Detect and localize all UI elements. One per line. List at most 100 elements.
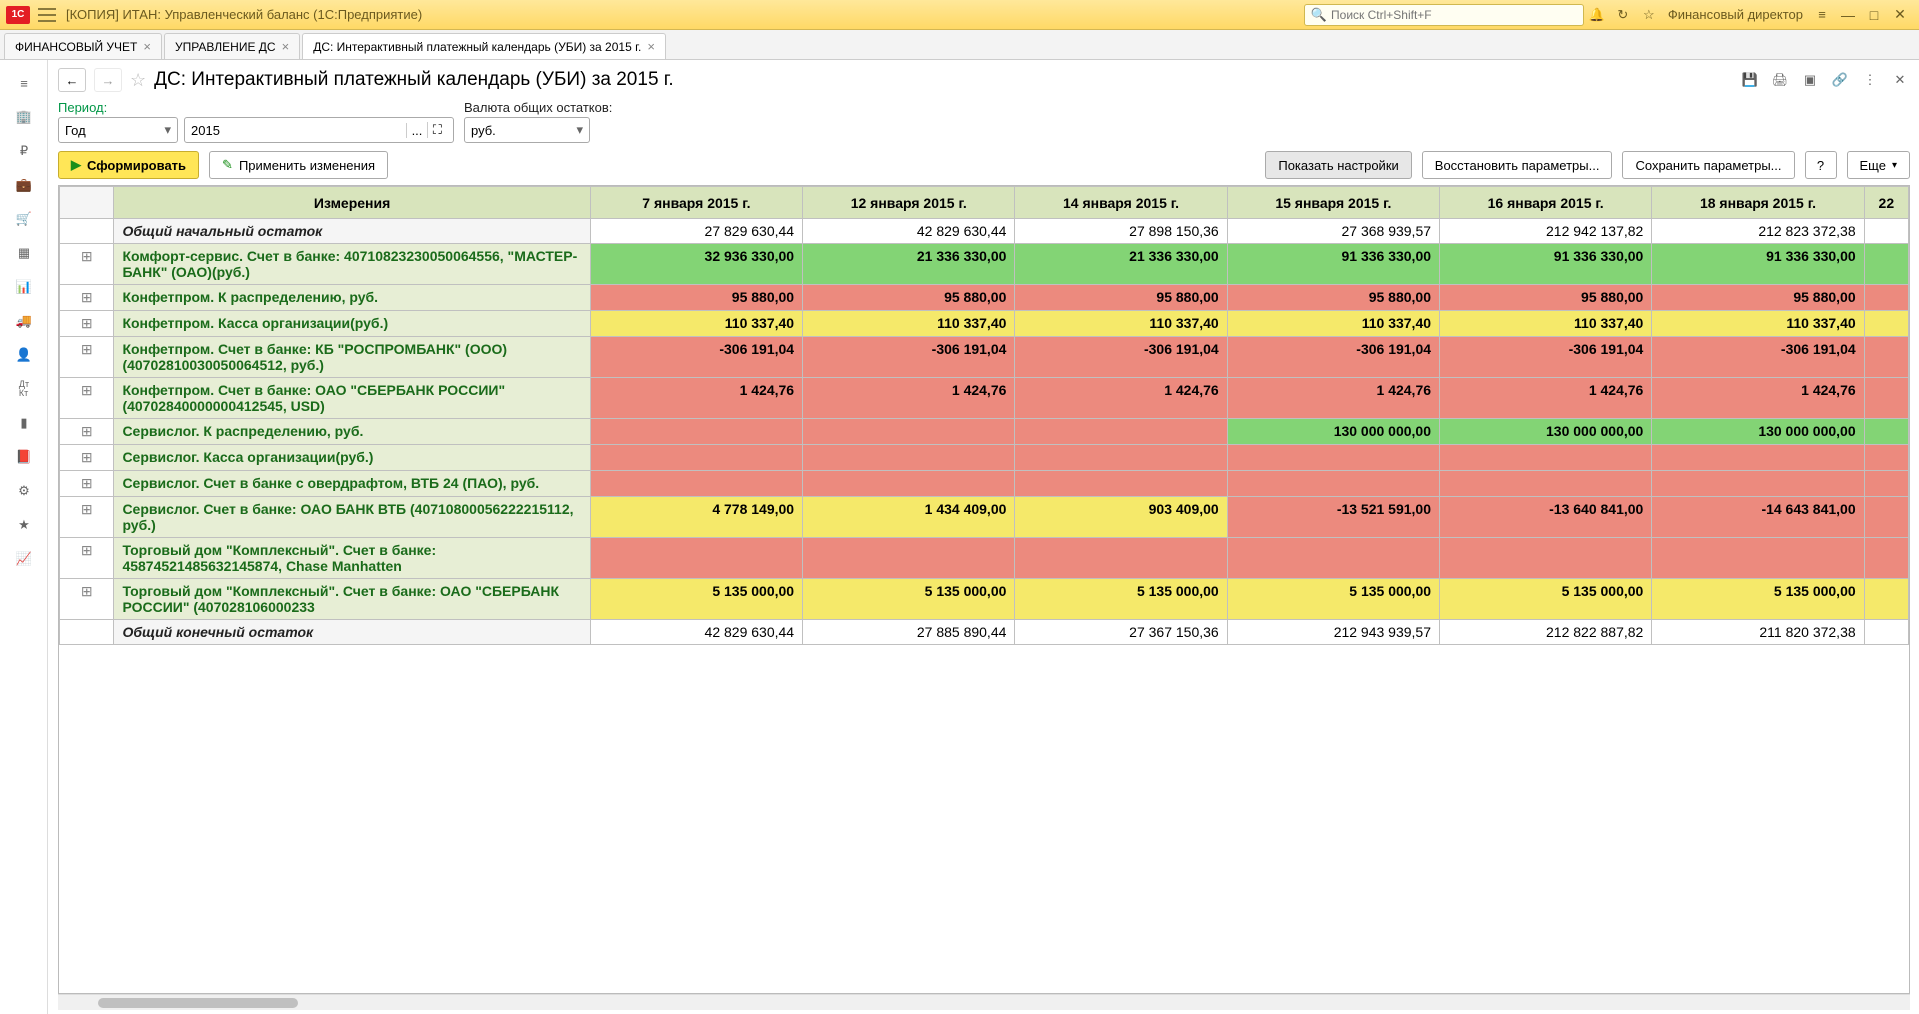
- search-input[interactable]: [1331, 8, 1577, 22]
- value-cell[interactable]: 27 885 890,44: [803, 620, 1015, 645]
- sidebar-truck-icon[interactable]: 🚚: [0, 304, 48, 338]
- maximize-button[interactable]: □: [1861, 7, 1887, 23]
- value-cell[interactable]: [803, 419, 1015, 445]
- value-cell[interactable]: 1 424,76: [803, 378, 1015, 419]
- sidebar-chart-icon[interactable]: 📊: [0, 270, 48, 304]
- value-cell[interactable]: 110 337,40: [1227, 311, 1439, 337]
- sidebar-graph-icon[interactable]: 📈: [0, 542, 48, 576]
- value-cell[interactable]: 21 336 330,00: [803, 244, 1015, 285]
- history-icon[interactable]: ↻: [1610, 2, 1636, 28]
- value-cell[interactable]: -306 191,04: [1652, 337, 1864, 378]
- value-cell[interactable]: 95 880,00: [803, 285, 1015, 311]
- value-cell[interactable]: [1227, 445, 1439, 471]
- value-cell[interactable]: [590, 538, 802, 579]
- value-cell[interactable]: [1015, 445, 1227, 471]
- value-cell[interactable]: 212 823 372,38: [1652, 219, 1864, 244]
- value-cell[interactable]: [1440, 538, 1652, 579]
- period-expand-button[interactable]: ⛶: [427, 122, 447, 138]
- period-picker-button[interactable]: ...: [406, 123, 426, 138]
- expand-cell[interactable]: ⊞: [60, 244, 114, 285]
- value-cell[interactable]: [1227, 538, 1439, 579]
- sidebar-dtkt-icon[interactable]: ДтКт: [0, 372, 48, 406]
- sidebar-cart-icon[interactable]: 🛒: [0, 202, 48, 236]
- value-cell[interactable]: [803, 538, 1015, 579]
- value-cell[interactable]: -13 521 591,00: [1227, 497, 1439, 538]
- sidebar-menu-icon[interactable]: ≡: [0, 66, 48, 100]
- show-settings-button[interactable]: Показать настройки: [1265, 151, 1411, 179]
- nav-forward-button[interactable]: →: [94, 68, 122, 92]
- save-icon[interactable]: 💾: [1740, 70, 1760, 90]
- sidebar-org-icon[interactable]: 🏢: [0, 100, 48, 134]
- kebab-icon[interactable]: ⋮: [1860, 70, 1880, 90]
- hamburger-icon[interactable]: [38, 8, 56, 22]
- tab[interactable]: ДС: Интерактивный платежный календарь (У…: [302, 33, 666, 59]
- value-cell[interactable]: [590, 445, 802, 471]
- tab[interactable]: УПРАВЛЕНИЕ ДС×: [164, 33, 300, 59]
- value-cell[interactable]: 21 336 330,00: [1015, 244, 1227, 285]
- value-cell[interactable]: 903 409,00: [1015, 497, 1227, 538]
- minimize-button[interactable]: —: [1835, 7, 1861, 23]
- value-cell[interactable]: [1015, 419, 1227, 445]
- value-cell[interactable]: 91 336 330,00: [1652, 244, 1864, 285]
- value-cell[interactable]: [803, 471, 1015, 497]
- value-cell[interactable]: 27 898 150,36: [1015, 219, 1227, 244]
- apply-changes-button[interactable]: ✎ Применить изменения: [209, 151, 388, 179]
- close-window-button[interactable]: ✕: [1887, 6, 1913, 23]
- sidebar-person-icon[interactable]: 👤: [0, 338, 48, 372]
- tab-close-icon[interactable]: ×: [282, 39, 290, 54]
- value-cell[interactable]: 95 880,00: [590, 285, 802, 311]
- value-cell[interactable]: 110 337,40: [1440, 311, 1652, 337]
- value-cell[interactable]: 95 880,00: [1015, 285, 1227, 311]
- global-search[interactable]: 🔍: [1304, 4, 1584, 26]
- value-cell[interactable]: 95 880,00: [1227, 285, 1439, 311]
- sidebar-book-icon[interactable]: 📕: [0, 440, 48, 474]
- value-cell[interactable]: -306 191,04: [1227, 337, 1439, 378]
- value-cell[interactable]: 110 337,40: [1015, 311, 1227, 337]
- value-cell[interactable]: 110 337,40: [590, 311, 802, 337]
- value-cell[interactable]: 32 936 330,00: [590, 244, 802, 285]
- value-cell[interactable]: [1227, 471, 1439, 497]
- expand-cell[interactable]: ⊞: [60, 445, 114, 471]
- value-cell[interactable]: 27 368 939,57: [1227, 219, 1439, 244]
- value-cell[interactable]: [590, 471, 802, 497]
- value-cell[interactable]: 95 880,00: [1652, 285, 1864, 311]
- value-cell[interactable]: 5 135 000,00: [590, 579, 802, 620]
- expand-cell[interactable]: ⊞: [60, 579, 114, 620]
- period-value-input[interactable]: ... ⛶: [184, 117, 454, 143]
- star-icon[interactable]: ☆: [1636, 2, 1662, 28]
- value-cell[interactable]: 212 943 939,57: [1227, 620, 1439, 645]
- period-type-select[interactable]: Год ▾: [58, 117, 178, 143]
- expand-cell[interactable]: ⊞: [60, 419, 114, 445]
- expand-cell[interactable]: ⊞: [60, 311, 114, 337]
- value-cell[interactable]: 212 822 887,82: [1440, 620, 1652, 645]
- print-icon[interactable]: 🖨: [1770, 70, 1790, 90]
- value-cell[interactable]: 1 424,76: [1440, 378, 1652, 419]
- sidebar-bars-icon[interactable]: ▮: [0, 406, 48, 440]
- sidebar-gear-icon[interactable]: ⚙: [0, 474, 48, 508]
- value-cell[interactable]: 110 337,40: [803, 311, 1015, 337]
- user-label[interactable]: Финансовый директор: [1662, 7, 1809, 22]
- tab-close-icon[interactable]: ×: [647, 39, 655, 54]
- value-cell[interactable]: -13 640 841,00: [1440, 497, 1652, 538]
- value-cell[interactable]: 42 829 630,44: [590, 620, 802, 645]
- value-cell[interactable]: 5 135 000,00: [1652, 579, 1864, 620]
- value-cell[interactable]: [1652, 538, 1864, 579]
- value-cell[interactable]: 110 337,40: [1652, 311, 1864, 337]
- expand-cell[interactable]: ⊞: [60, 337, 114, 378]
- sidebar-briefcase-icon[interactable]: 💼: [0, 168, 48, 202]
- form-button[interactable]: ▶ Сформировать: [58, 151, 199, 179]
- tab-close-icon[interactable]: ×: [143, 39, 151, 54]
- sidebar-grid-icon[interactable]: ▦: [0, 236, 48, 270]
- export-icon[interactable]: ▣: [1800, 70, 1820, 90]
- value-cell[interactable]: 27 367 150,36: [1015, 620, 1227, 645]
- close-page-button[interactable]: ✕: [1890, 70, 1910, 90]
- value-cell[interactable]: 91 336 330,00: [1440, 244, 1652, 285]
- currency-select[interactable]: руб. ▾: [464, 117, 590, 143]
- value-cell[interactable]: 1 434 409,00: [803, 497, 1015, 538]
- value-cell[interactable]: -306 191,04: [590, 337, 802, 378]
- expand-cell[interactable]: ⊞: [60, 538, 114, 579]
- value-cell[interactable]: 1 424,76: [1652, 378, 1864, 419]
- value-cell[interactable]: 95 880,00: [1440, 285, 1652, 311]
- horizontal-scrollbar[interactable]: [58, 994, 1910, 1010]
- value-cell[interactable]: 130 000 000,00: [1227, 419, 1439, 445]
